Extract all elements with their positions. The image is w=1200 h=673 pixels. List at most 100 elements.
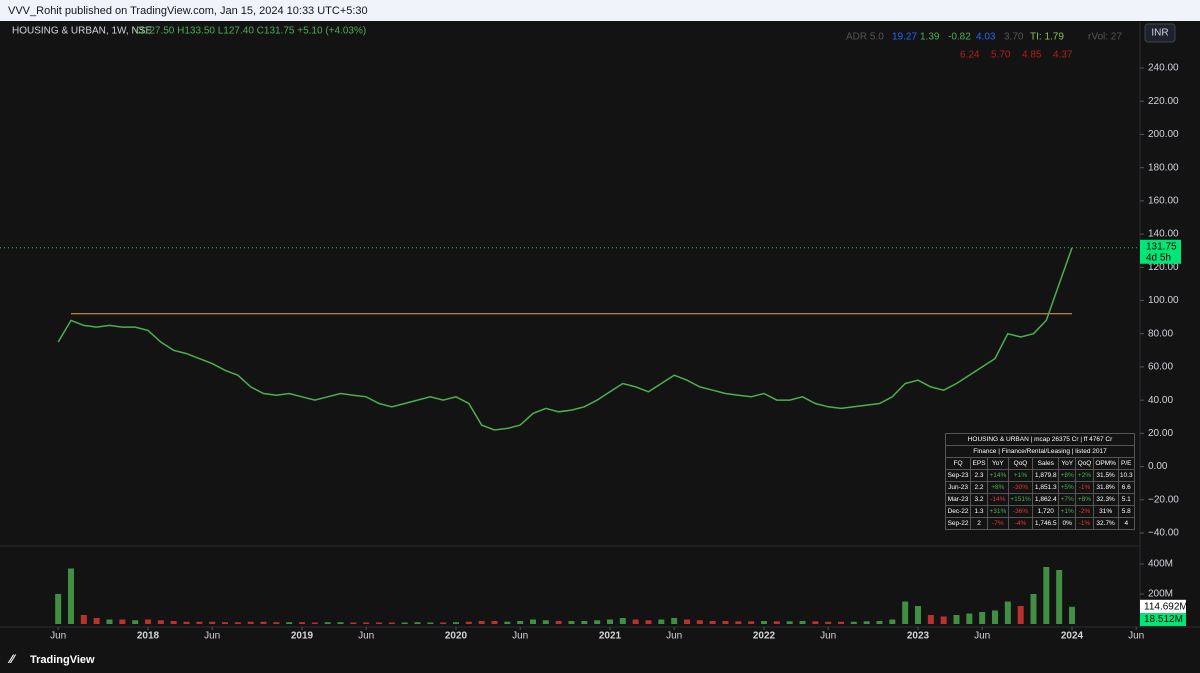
volume-bar — [966, 613, 973, 624]
table-cell: 2 — [970, 517, 988, 530]
x-tick-label: 2020 — [445, 631, 468, 642]
x-tick-label: 2024 — [1061, 631, 1084, 642]
table-cell: Jun-23 — [944, 481, 972, 494]
volume-bar — [183, 621, 190, 624]
volume-avg-box — [1140, 613, 1186, 626]
volume-bar — [889, 619, 896, 624]
volume-bar — [324, 622, 331, 624]
volume-bar — [337, 622, 344, 624]
table-cell: +8% — [1075, 493, 1094, 506]
table-row: Dec-22 1.3 +31% -36% 1,720 +1% -2% 31% 5.8 — [944, 505, 1135, 518]
table-row: Jun-23 2.2 +8% -30% 1,851.3 +5% -1% 31.8% 6.6 — [944, 481, 1135, 494]
table-cell: YoY — [986, 457, 1009, 470]
table-cell: 31% — [1092, 505, 1119, 518]
volume-bar — [453, 622, 459, 624]
table-cell: 1,720 — [1032, 505, 1060, 518]
table-cell: +8% — [1058, 469, 1077, 482]
table-cell: QoQ — [1007, 457, 1034, 470]
x-tick-label: Jun — [50, 631, 66, 642]
x-tick-label: Jun — [1128, 631, 1144, 642]
table-cell: 4 — [1117, 517, 1135, 530]
table-cell: +31% — [986, 505, 1009, 518]
y-tick-label: 240.00 — [1148, 63, 1179, 74]
currency-button[interactable] — [1144, 23, 1176, 43]
volume-bar — [234, 622, 241, 624]
table-row: FQ EPS YoY QoQ Sales YoY QoQ OPM% P/E — [944, 457, 1135, 470]
table-cell: QoQ — [1075, 457, 1094, 470]
x-tick-label: Jun — [666, 631, 682, 642]
table-cell: +2% — [1075, 469, 1094, 482]
volume-label-box — [1140, 599, 1186, 614]
table-cell: YoY — [1058, 457, 1077, 470]
adr-value: 3.70 — [1004, 32, 1024, 43]
volume-bar — [504, 621, 511, 624]
table-cell: 1,851.3 — [1032, 481, 1060, 494]
volume-bar — [68, 568, 74, 624]
volume-bar — [414, 622, 421, 624]
top-bar — [0, 0, 1200, 21]
volume-bar — [863, 621, 870, 624]
volume-label: 114.692M — [1144, 601, 1188, 612]
volume-bar — [196, 621, 203, 624]
y-tick-label: 80.00 — [1148, 328, 1173, 339]
volume-avg-label: 18.512M — [1144, 614, 1183, 625]
y-tick-label: 60.00 — [1148, 362, 1173, 373]
volume-bar — [260, 621, 267, 624]
table-cell: +7% — [1058, 493, 1077, 506]
x-tick-label: Jun — [204, 631, 220, 642]
adr: ADR 5.0 — [846, 32, 884, 43]
table-cell: 5.1 — [1117, 493, 1135, 506]
volume-bar — [440, 622, 447, 624]
y-tick-label: 140.00 — [1148, 229, 1179, 240]
volume-bar — [671, 618, 678, 624]
table-cell: +1% — [1058, 505, 1077, 518]
volume-bar — [915, 606, 921, 624]
volume-bar — [93, 618, 100, 624]
volume-bar — [132, 620, 139, 624]
table-cell: 2.3 — [970, 469, 988, 482]
volume-bar — [80, 615, 87, 624]
table-cell: -4% — [1007, 517, 1034, 530]
table-cell: Sales — [1032, 457, 1060, 470]
last-price-box — [1140, 239, 1181, 264]
table-cell: +1% — [1007, 469, 1034, 482]
volume-bar — [311, 622, 318, 624]
volume-bar — [927, 615, 934, 624]
volume-bar — [299, 622, 305, 624]
volume-bar — [696, 620, 703, 624]
table-cell: -2% — [1075, 505, 1094, 518]
v-tick-label: 400M — [1148, 559, 1173, 570]
volume-bar — [106, 619, 113, 624]
volume-bar — [761, 621, 767, 624]
table-row: Finance | Finance/Rental/Leasing | liste… — [945, 445, 1135, 458]
volume-bar — [632, 619, 639, 624]
x-tick-label: 2019 — [291, 631, 314, 642]
table-cell: P/E — [1117, 457, 1135, 470]
countdown: 4d 5h — [1146, 252, 1171, 263]
price-line — [57, 247, 1073, 431]
volume-bar — [1056, 570, 1063, 624]
volume-bar — [1069, 606, 1075, 624]
y-tick-label: 220.00 — [1148, 96, 1179, 107]
volume-bar — [786, 621, 793, 624]
volume-bar — [607, 619, 613, 624]
volume-bar — [850, 621, 857, 624]
volume-bar — [1017, 606, 1024, 624]
volume-bar — [273, 622, 280, 624]
adr-value: 4.03 — [976, 32, 996, 43]
volume-bar — [1004, 601, 1011, 624]
y-tick-label: 200.00 — [1148, 129, 1179, 140]
volume-bar — [222, 622, 228, 624]
y-tick-label: −40.00 — [1148, 528, 1179, 539]
adr-value: 6.24 — [960, 50, 980, 61]
brand: TradingView — [30, 654, 95, 666]
currency[interactable]: INR — [1151, 28, 1168, 39]
table-row: HOUSING & URBAN | mcap 26375 Cr | ff 476… — [945, 433, 1135, 446]
table-cell: Finance | Finance/Rental/Leasing | liste… — [945, 445, 1135, 458]
table-cell: +14% — [986, 469, 1009, 482]
table-row: Sep-22 2 -7% -4% 1,746.5 0% -1% 32.7% 4 — [944, 517, 1135, 530]
y-tick-label: 160.00 — [1148, 195, 1179, 206]
x-tick-label: 2018 — [137, 631, 160, 642]
volume-bar — [119, 619, 126, 624]
volume-bar — [979, 612, 986, 624]
